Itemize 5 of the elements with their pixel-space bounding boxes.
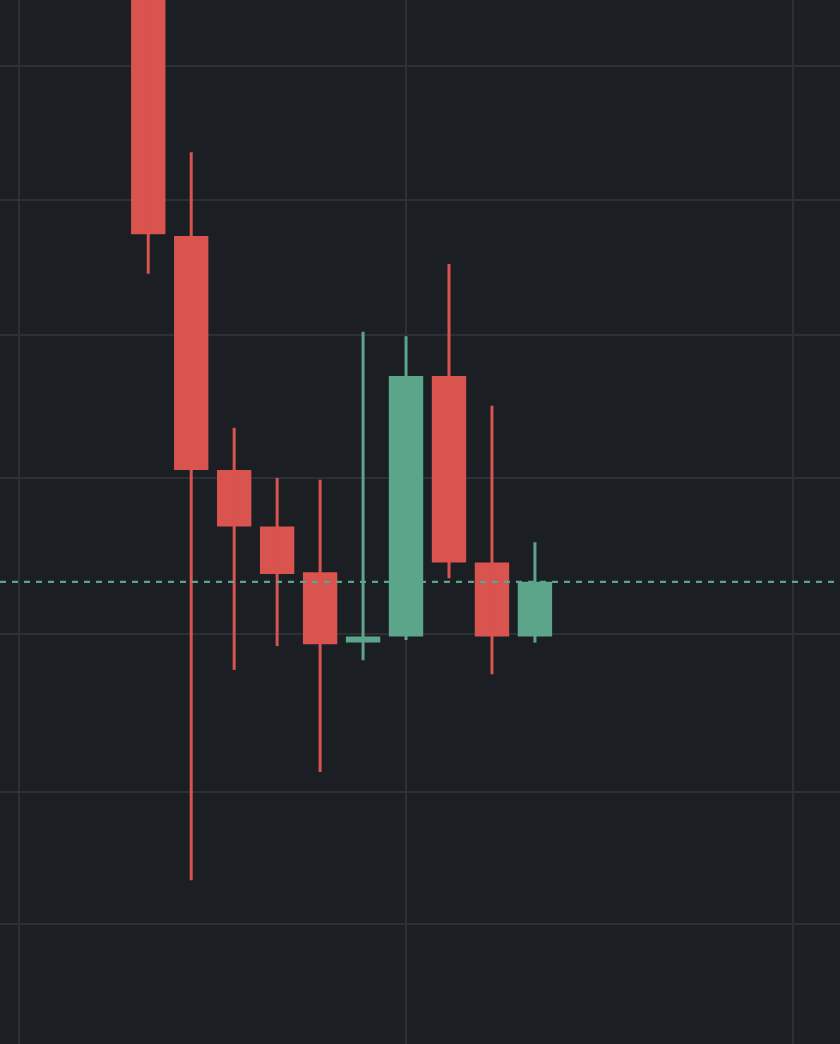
candlestick [174,150,209,882]
candlestick [216,426,252,672]
candlestick [131,0,166,276]
candlestick [259,476,295,648]
candlestick [431,262,467,580]
